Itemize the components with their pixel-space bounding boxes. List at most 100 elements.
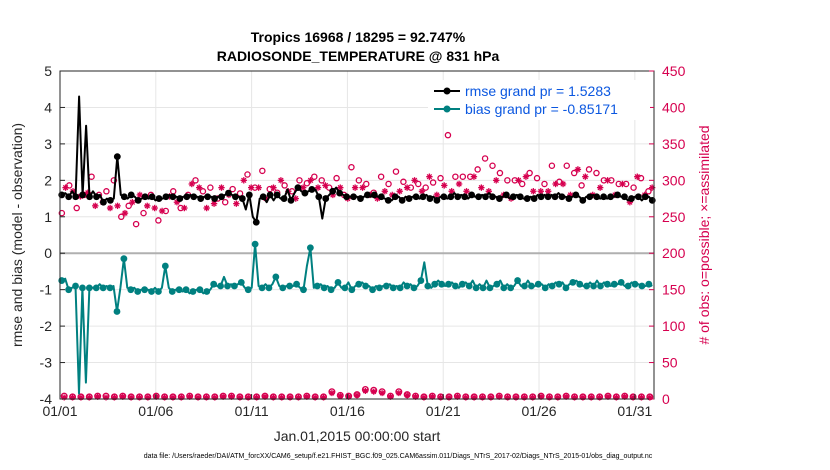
rmse-point [343, 193, 350, 201]
bias-point [182, 286, 190, 294]
bias-point [79, 284, 86, 292]
obs-bottom-assimilated-marker [563, 393, 570, 400]
rmse-point [516, 193, 524, 201]
obs-bottom-assimilated-marker [462, 394, 469, 401]
bias-point [355, 280, 363, 288]
obs-bottom-assimilated-marker [437, 394, 444, 401]
bias-point [134, 288, 142, 295]
rmse-point [398, 196, 406, 204]
obs-possible-marker [110, 177, 118, 184]
obs-assimilated-marker [203, 204, 210, 212]
rmse-point [252, 218, 260, 226]
bias-point [403, 282, 411, 290]
bias-point [334, 278, 342, 286]
obs-assimilated-marker [106, 204, 114, 212]
rmse-point [65, 193, 73, 201]
obs-assimilated-stroke [486, 188, 492, 194]
bias-point [424, 282, 432, 290]
obs-assimilated-marker [188, 180, 195, 188]
obs-assimilated-stroke [181, 205, 188, 211]
obs-assimilated-stroke [233, 200, 240, 207]
obs-possible-marker [481, 155, 489, 162]
bias-point [313, 282, 321, 290]
obs-assimilated-marker [396, 188, 403, 195]
obs-possible-marker [377, 173, 385, 180]
obs-assimilated-stroke [404, 184, 410, 191]
rmse-point [204, 193, 212, 201]
rmse-point [162, 193, 170, 201]
obs-assimilated-stroke [456, 181, 462, 187]
rmse-point [100, 198, 107, 206]
obs-assimilated-stroke [189, 181, 195, 187]
obs-possible-marker [58, 209, 66, 217]
obs-possible-marker [563, 162, 571, 170]
bias-point [631, 280, 639, 288]
rmse-point [134, 196, 142, 204]
bias-point [265, 284, 273, 292]
legend-bias-label: bias grand pr = -0.85171 [465, 101, 618, 117]
obs-bottom-assimilated-marker [111, 394, 118, 401]
obs-assimilated-marker [426, 173, 433, 180]
bias-point [603, 280, 611, 288]
rmse-point [329, 187, 337, 195]
obs-assimilated-marker [233, 200, 240, 207]
obs-bottom-assimilated-marker [295, 394, 302, 401]
obs-assimilated-stroke [604, 177, 611, 184]
rmse-point [419, 193, 427, 201]
bias-point [141, 286, 149, 294]
obs-possible-marker [155, 217, 162, 224]
rmse-point [238, 195, 246, 202]
obs-assimilated-marker [218, 184, 225, 191]
bias-point [541, 284, 549, 292]
obs-assimilated-marker [121, 209, 129, 217]
obs-possible-marker [311, 173, 318, 180]
y-axis-label: rmse and bias (model - observation) [9, 123, 25, 347]
bias-point [369, 286, 376, 294]
obs-bottom-assimilated-marker [479, 394, 486, 401]
obs-bottom-assimilated-marker [303, 393, 310, 400]
obs-assimilated-marker [470, 173, 478, 180]
bias-point [286, 282, 294, 290]
obs-possible-marker [437, 174, 444, 182]
rmse-point [489, 193, 496, 201]
x-tick-label: 01/21 [426, 403, 461, 419]
rmse-point [155, 195, 163, 202]
obs-assimilated-stroke [92, 203, 98, 209]
obs-assimilated-marker [411, 177, 418, 184]
bias-point [279, 284, 287, 292]
right-tick-label: 350 [662, 136, 686, 152]
obs-assimilated-stroke [441, 182, 447, 189]
obs-assimilated-stroke [315, 184, 321, 191]
obs-assimilated-stroke [248, 184, 254, 191]
obs-bottom-assimilated-marker [287, 394, 294, 401]
obs-assimilated-stroke [634, 173, 640, 180]
obs-assimilated-stroke [62, 184, 69, 191]
obs-assimilated-marker [381, 188, 389, 195]
bias-point [231, 282, 238, 290]
bias-point [382, 282, 390, 290]
bias-point [72, 282, 79, 290]
obs-bottom-assimilated-marker [328, 390, 335, 397]
obs-assimilated-marker [403, 184, 411, 191]
obs-assimilated-marker [463, 188, 470, 195]
obs-possible-marker [645, 188, 652, 195]
y-tick-label: -3 [40, 355, 53, 371]
bias-point [362, 282, 370, 290]
obs-possible-marker [66, 182, 73, 189]
obs-possible-marker [489, 162, 496, 170]
right-axis-label: # of obs: o=possible; ×=assimilated [696, 125, 712, 344]
right-tick-label: 400 [662, 99, 686, 115]
right-tick-label: 50 [662, 355, 678, 371]
bias-point [210, 280, 218, 288]
obs-assimilated-marker [530, 188, 537, 195]
obs-possible-marker [192, 177, 199, 184]
obs-assimilated-marker [240, 177, 247, 184]
rmse-point [127, 191, 135, 199]
right-axis-ticks: 0 50 100 150 200 250 300 350 400 450 [649, 63, 686, 407]
obs-bottom-assimilated-marker [94, 393, 101, 400]
bias-point [127, 286, 135, 294]
obs-bottom-assimilated-marker [119, 393, 126, 400]
gridlines [59, 70, 654, 400]
rmse-point [482, 193, 489, 201]
rmse-point [600, 193, 608, 201]
